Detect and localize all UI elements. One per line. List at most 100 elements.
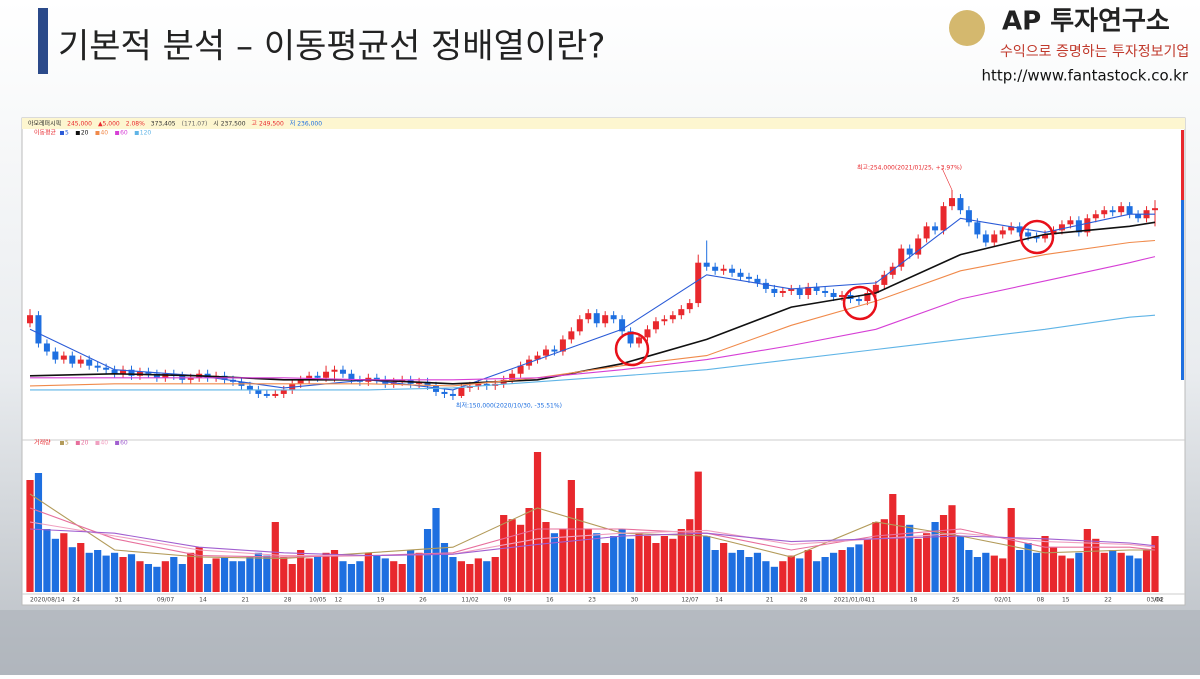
candle-body	[458, 387, 465, 396]
candle-body	[27, 315, 33, 324]
volume-bar	[1075, 552, 1083, 592]
volume-bar	[720, 543, 728, 592]
volume-bar	[982, 552, 990, 592]
candle-body	[280, 389, 287, 394]
volume-bar	[1049, 547, 1058, 592]
volume-bar	[229, 561, 237, 592]
candle-body	[1109, 210, 1116, 213]
candle-body	[86, 359, 93, 366]
volume-bar	[635, 533, 643, 592]
candle-body	[1042, 234, 1049, 239]
volume-bar	[1109, 550, 1117, 592]
date-label: 03/02	[1147, 597, 1164, 604]
volume-bar	[449, 557, 457, 592]
candle-body	[60, 355, 67, 360]
candle-body	[703, 262, 710, 267]
candle-body	[43, 343, 50, 352]
candle-body	[348, 373, 355, 380]
date-label: 31	[115, 597, 123, 604]
url: http://www.fantastock.co.kr	[981, 67, 1188, 85]
info-bar	[22, 118, 1185, 129]
legend-label: 60	[120, 440, 128, 447]
volume-bar	[136, 561, 144, 592]
date-label: 04	[1155, 597, 1163, 604]
volume-bar	[144, 564, 153, 592]
candle-body	[593, 313, 600, 324]
volume-bar	[1066, 558, 1075, 592]
volume-bar	[423, 529, 432, 592]
candle-body	[940, 206, 947, 231]
candle-body	[1092, 214, 1099, 219]
volume-bar	[119, 557, 127, 592]
volume-bar	[373, 555, 381, 592]
info-item: (171.07)	[182, 121, 208, 128]
info-item: 시 237,500	[213, 121, 245, 128]
candle-body	[610, 315, 617, 320]
volume-bar	[237, 561, 246, 592]
volume-bar	[686, 519, 694, 592]
legend-label: 40	[100, 440, 108, 447]
volume-bar	[762, 561, 770, 592]
volume-bar	[1151, 536, 1159, 592]
highlight-circle	[1019, 219, 1055, 255]
volume-bar	[339, 561, 347, 592]
date-label: 16	[546, 597, 554, 604]
volume-bar	[694, 471, 702, 592]
volume-bar	[948, 505, 956, 592]
date-label: 08	[1037, 597, 1045, 604]
date-label: 21	[766, 597, 774, 604]
volume-bar	[1126, 555, 1134, 592]
ma-line	[29, 528, 1156, 557]
volume-bar	[280, 557, 288, 592]
volume-bar	[821, 557, 829, 592]
candle-body	[669, 315, 676, 320]
volume-bar	[161, 561, 169, 592]
date-label: 10/05	[309, 597, 326, 604]
volume-bar	[1092, 538, 1100, 592]
volume-bar	[1083, 529, 1091, 592]
candle-body	[323, 371, 330, 378]
legend-swatch	[95, 131, 100, 135]
legend-swatch	[60, 441, 64, 445]
volume-bar	[923, 533, 931, 592]
date-label: 25	[952, 597, 960, 604]
candle-body	[644, 329, 651, 338]
volume-bar	[559, 529, 567, 592]
candle-body	[881, 274, 888, 285]
candle-body	[1033, 236, 1040, 239]
info-item: 2.08%	[126, 121, 145, 128]
date-label: 09/07	[157, 597, 174, 604]
candle-body	[517, 365, 524, 374]
candle-body	[475, 383, 482, 386]
ma-line	[30, 256, 1156, 381]
candle-body	[974, 222, 981, 235]
legend-label: 60	[120, 130, 128, 137]
candle-body	[830, 292, 837, 298]
volume-bar	[796, 558, 804, 592]
candle-body	[559, 339, 566, 352]
candle-body	[982, 234, 989, 243]
candle-body	[1084, 218, 1091, 233]
legend-title: 거래량	[34, 439, 51, 447]
candle-body	[551, 349, 558, 352]
volume-bar	[466, 564, 474, 592]
volume-bar	[965, 550, 973, 592]
volume-bar	[593, 533, 601, 592]
marks: 아모레퍼시픽 245,000 ▲5,000 2.08% 373,405 (171.07) 시…	[26, 120, 1164, 604]
volume-bar	[187, 552, 195, 592]
city-backdrop	[0, 610, 1200, 675]
candle-body	[889, 266, 896, 275]
volume-bar	[254, 552, 262, 592]
volume-bar	[1007, 508, 1015, 592]
volume-bar	[779, 561, 787, 592]
volume-bar	[305, 558, 313, 592]
candle-body	[94, 365, 101, 368]
candle-body	[1075, 220, 1082, 233]
legend-swatch	[115, 441, 120, 445]
volume-bar	[517, 524, 525, 592]
candle-body	[1118, 206, 1125, 213]
volume-bar	[855, 544, 863, 592]
candle-body	[585, 313, 592, 320]
legend-swatch	[134, 131, 139, 135]
